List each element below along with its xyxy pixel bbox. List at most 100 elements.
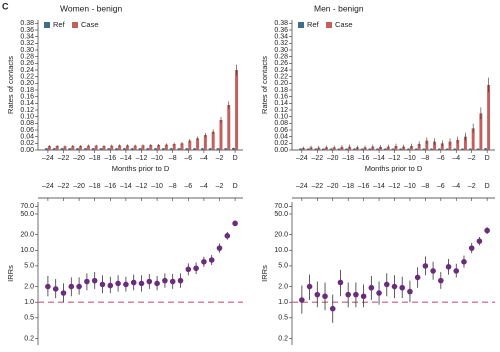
bar (352, 148, 356, 150)
y-tick-label: 0.10 (20, 114, 34, 121)
x-tick-label: D (485, 155, 490, 162)
x-tick-label: –24 (296, 155, 308, 162)
point (476, 238, 483, 244)
y-tick-label: 0.28 (20, 54, 34, 61)
bar (161, 148, 165, 150)
point (162, 277, 168, 284)
point (383, 281, 390, 288)
y-tick-label: 0.38 (274, 20, 288, 27)
bar (227, 105, 231, 150)
y-tick-label: 0.36 (274, 27, 288, 34)
bar (110, 145, 114, 150)
x-tick-label: –6 (184, 155, 192, 162)
bar (425, 140, 429, 150)
bar (83, 148, 87, 150)
bar (52, 148, 56, 150)
bar (232, 148, 236, 150)
bar (99, 148, 103, 150)
bar (422, 148, 426, 150)
x-tick-label: –12 (389, 155, 401, 162)
x-tick-label: –24 (42, 155, 54, 162)
point (99, 281, 106, 288)
y-axis-label: IRRs (6, 265, 15, 282)
point (224, 232, 231, 239)
y-tick-label: 0.34 (20, 34, 34, 41)
y-tick-label: 0.12 (274, 107, 288, 114)
bar (200, 148, 204, 150)
bar (44, 148, 48, 150)
bar (430, 148, 434, 150)
bar (329, 148, 333, 150)
point (146, 278, 153, 285)
x-tick-label: –8 (169, 155, 177, 162)
bar (445, 148, 449, 150)
x-tick-label: –22 (58, 183, 70, 190)
bar (102, 146, 106, 150)
chart-title: Men - benign (314, 3, 364, 13)
bar (487, 85, 491, 150)
bar (130, 148, 134, 150)
x-axis-label: Months prior to D (112, 164, 170, 173)
point (91, 277, 98, 284)
x-tick-label: –24 (42, 183, 54, 190)
point (322, 293, 328, 300)
legend-label: Ref (53, 20, 66, 29)
point (399, 284, 406, 291)
x-tick-label: –12 (389, 183, 401, 190)
chart-title: Women - benign (60, 3, 122, 13)
bar (141, 145, 145, 150)
bar (149, 145, 153, 150)
x-tick-label: –6 (184, 183, 192, 190)
bar (76, 148, 80, 150)
y-tick-label: 0.02 (20, 140, 34, 147)
bar (391, 148, 395, 150)
y-tick-label: 0.16 (274, 94, 288, 101)
y-axis-label: Rates of contacts (6, 56, 15, 114)
legend-label: Ref (307, 20, 320, 29)
y-tick-label: 0.30 (274, 47, 288, 54)
x-tick-label: –6 (437, 183, 445, 190)
x-tick-label: –18 (89, 155, 101, 162)
y-tick-label: 0.16 (20, 94, 34, 101)
point (391, 283, 398, 290)
y-tick-label: 0.5 (24, 315, 34, 322)
bar (463, 136, 467, 150)
bar (203, 135, 207, 150)
y-tick-label: 0.5 (278, 315, 288, 322)
x-tick-label: –8 (169, 183, 177, 190)
legend-swatch (44, 22, 50, 28)
x-tick-label: –10 (404, 183, 416, 190)
bar (138, 148, 142, 150)
y-tick-label: 0.20 (20, 80, 34, 87)
y-tick-label: 2.0 (24, 283, 34, 290)
bar (47, 146, 51, 150)
x-axis-label: Months prior to D (365, 164, 423, 173)
bar (154, 148, 158, 150)
bar (172, 144, 176, 150)
y-tick-label: 0.20 (274, 80, 288, 87)
legend-swatch (326, 22, 332, 28)
y-tick-label: 70.0 (20, 203, 34, 210)
panel-label: C (2, 1, 9, 11)
bar (208, 148, 212, 150)
point (407, 288, 413, 295)
x-tick-label: –12 (136, 183, 148, 190)
y-tick-label: 0.04 (20, 134, 34, 141)
x-tick-label: –2 (468, 155, 476, 162)
y-tick-label: 0.04 (274, 134, 288, 141)
point (130, 279, 137, 286)
legend-label: Case (81, 20, 99, 29)
x-tick-label: –20 (327, 183, 339, 190)
x-tick-label: –24 (296, 183, 308, 190)
y-tick-label: 0.14 (274, 100, 288, 107)
bar (417, 144, 421, 150)
y-tick-label: 0.06 (274, 127, 288, 134)
y-tick-label: 0.22 (274, 74, 288, 81)
y-tick-label: 0.10 (274, 114, 288, 121)
x-tick-label: –14 (120, 183, 132, 190)
x-tick-label: –14 (120, 155, 132, 162)
y-tick-label: 1.0 (278, 299, 288, 306)
y-tick-label: 0.30 (20, 47, 34, 54)
point (353, 291, 359, 298)
x-tick-label: –20 (327, 155, 339, 162)
